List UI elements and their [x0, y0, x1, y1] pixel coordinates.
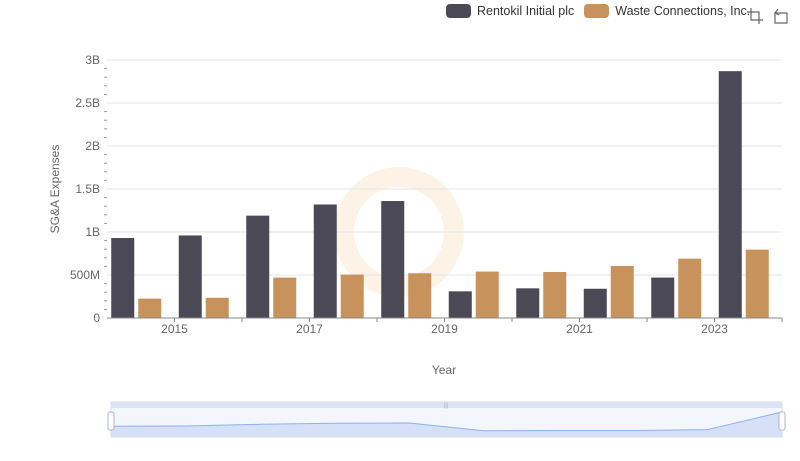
y-axis-label: SG&A Expenses [48, 145, 62, 234]
legend-item-series-0[interactable]: Rentokil Initial plc [446, 4, 574, 18]
legend-item-series-1[interactable]: Waste Connections, Inc. [584, 4, 750, 18]
y-tick-labels: 0 500M 1B 1.5B 2B 2.5B 3B [70, 53, 100, 325]
x-tick-label: 2017 [296, 322, 323, 336]
y-tick-label: 3B [85, 53, 100, 67]
bar-series-0-2020[interactable] [516, 288, 540, 318]
bar-series-1-2017[interactable] [340, 274, 364, 318]
bar-series-1-2020[interactable] [543, 271, 567, 318]
bar-series-0-2015[interactable] [178, 235, 202, 318]
y-tick-label: 2.5B [75, 96, 100, 110]
bar-series-0-2019[interactable] [448, 291, 472, 318]
bar-series-0-2023[interactable] [718, 71, 742, 319]
x-tick-labels: 2015 2017 2019 2021 2023 [161, 318, 783, 336]
y-tick-label: 1B [85, 225, 100, 239]
bar-series-0-2018[interactable] [381, 201, 405, 318]
datazoom-top-bar[interactable] [111, 402, 782, 408]
datazoom-grip[interactable]: ||| [444, 403, 449, 409]
legend-label-series-0: Rentokil Initial plc [477, 4, 575, 18]
bar-series-1-2023[interactable] [745, 249, 769, 318]
bar-series-1-2014[interactable] [138, 298, 162, 318]
y-minor-ticks [104, 68, 107, 310]
x-tick-label: 2019 [431, 322, 458, 336]
datazoom-preview-line [110, 411, 783, 432]
x-tick-label: 2023 [701, 322, 728, 336]
y-tick-label: 500M [70, 268, 100, 282]
x-tick-label: 2021 [566, 322, 593, 336]
zoom-icon[interactable] [746, 7, 764, 25]
bar-series-0-2021[interactable] [583, 288, 607, 318]
bar-series-0-2022[interactable] [651, 277, 675, 318]
bar-series-1-2018[interactable] [408, 273, 432, 318]
bar-series-1-2015[interactable] [205, 297, 229, 318]
x-tick-label: 2015 [161, 322, 188, 336]
bar-series-1-2021[interactable] [610, 265, 634, 318]
legend-label-series-1: Waste Connections, Inc. [615, 4, 751, 18]
bar-series-0-2014[interactable] [111, 238, 135, 318]
restore-icon[interactable] [772, 7, 790, 25]
legend-swatch-series-0 [446, 4, 471, 18]
y-tick-label: 0 [93, 311, 100, 325]
bar-series-1-2016[interactable] [273, 277, 297, 318]
bar-series-1-2022[interactable] [678, 258, 702, 318]
y-tick-label: 2B [85, 139, 100, 153]
bar-series-0-2017[interactable] [313, 204, 337, 318]
legend-swatch-series-1 [584, 4, 610, 18]
datazoom-handle-left[interactable] [107, 411, 115, 431]
bar-series-1-2019[interactable] [475, 271, 499, 318]
bar-series-0-2016[interactable] [246, 215, 270, 318]
x-axis-label: Year [432, 363, 456, 377]
grid-lines [107, 59, 782, 276]
datazoom-handle-right[interactable] [778, 411, 786, 431]
y-tick-label: 1.5B [75, 182, 100, 196]
bars [111, 71, 769, 319]
chart-toolbox [746, 7, 798, 25]
chart-legend: Rentokil Initial plc Waste Connections, … [446, 4, 760, 18]
datazoom-slider[interactable]: ||| [107, 401, 786, 438]
